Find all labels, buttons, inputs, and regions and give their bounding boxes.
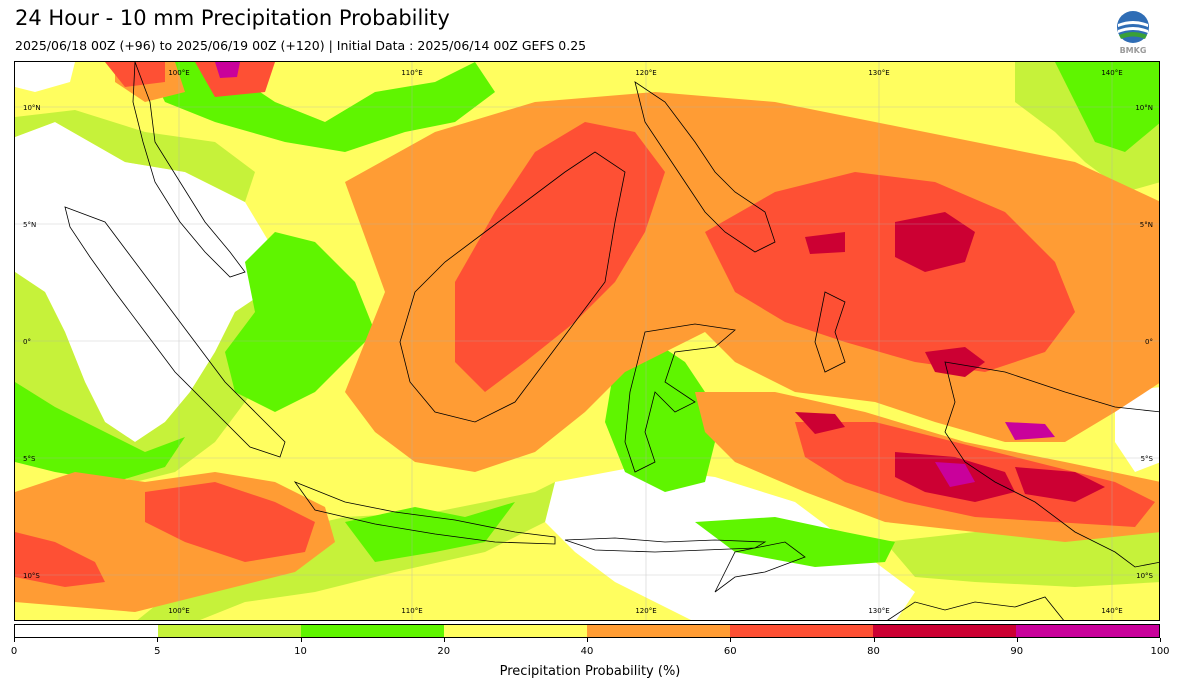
lon-label-top-100: 100°E — [168, 69, 189, 77]
coast-sumatra — [64, 206, 286, 458]
prob-10-20-sumatra-w — [15, 382, 185, 482]
lat-label-left-0: 0° — [23, 338, 31, 346]
lon-label-bottom-130: 130°E — [868, 607, 889, 615]
colorbar-tick-mark — [300, 638, 302, 642]
lat-label-right-5s: 5°S — [1141, 455, 1154, 463]
colorbar-segment — [587, 625, 730, 637]
coast-nusa-tenggara — [564, 537, 767, 553]
lon-label-top-110: 110°E — [401, 69, 422, 77]
colorbar-label: Precipitation Probability (%) — [499, 664, 681, 679]
colorbar — [14, 624, 1160, 638]
bmkg-logo: BMKG — [1112, 10, 1154, 56]
colorbar-segment — [730, 625, 873, 637]
prob-60-80-w — [15, 532, 105, 587]
lat-label-right-0: 0° — [1145, 338, 1153, 346]
lat-label-left-5n: 5°N — [23, 221, 36, 229]
lat-label-left-10s: 10°S — [23, 572, 40, 580]
lon-label-bottom-100: 100°E — [168, 607, 189, 615]
prob-10-20-sumatra-e — [225, 232, 375, 412]
coast-philippines — [634, 81, 776, 253]
colorbar-tick-label: 20 — [437, 646, 451, 657]
chart-subtitle: 2025/06/18 00Z (+96) to 2025/06/19 00Z (… — [15, 38, 587, 53]
prob-10-20-nusa — [695, 517, 895, 567]
colorbar-tick-label: 0 — [10, 646, 18, 657]
logo-text: BMKG — [1120, 46, 1147, 55]
colorbar-tick-mark — [157, 638, 159, 642]
prob-90-100-nw — [215, 62, 240, 78]
prob-60-80-pacific — [705, 172, 1075, 372]
prob-80-90-papua — [925, 347, 985, 377]
colorbar-tick-mark — [873, 638, 875, 642]
prob-80-90-arafura — [1015, 467, 1105, 502]
colorbar-tick-label: 90 — [1010, 646, 1024, 657]
prob-60-80-borneo — [455, 122, 665, 392]
coast-sulawesi — [624, 323, 736, 473]
colorbar-tick-mark — [1160, 638, 1161, 642]
coast-halmahera — [814, 291, 846, 373]
colorbar-segment — [1016, 625, 1159, 637]
colorbar-segment — [15, 625, 158, 637]
colorbar-tick-mark — [1016, 638, 1018, 642]
lon-label-top-140: 140°E — [1101, 69, 1122, 77]
colorbar-tick-label: 80 — [867, 646, 880, 657]
prob-10-20-sulawesi — [605, 342, 715, 492]
map-svg: 100°E 110°E 120°E 130°E 140°E 100°E 110°… — [15, 62, 1159, 620]
colorbar-segment — [301, 625, 444, 637]
prob-5-10-north — [15, 110, 255, 202]
colorbar-tick-label: 100 — [1150, 646, 1170, 657]
colorbar-segment — [158, 625, 301, 637]
coast-papua — [944, 361, 1159, 568]
prob-60-80-nw — [105, 62, 165, 87]
prob-90-100-aru — [935, 462, 975, 487]
colorbar-segment — [444, 625, 587, 637]
colorbar-tick-mark — [587, 638, 588, 642]
prob-80-90-pacific-w — [805, 232, 845, 254]
colorbar-tick-mark — [730, 638, 732, 642]
lon-label-top-130: 130°E — [868, 69, 889, 77]
coast-malay-peninsula — [132, 62, 246, 278]
colorbar-tick-label: 5 — [154, 646, 161, 657]
lat-label-right-10n: 10°N — [1135, 104, 1153, 112]
prob-60-80-n — [195, 62, 275, 97]
chart-title: 24 Hour - 10 mm Precipitation Probabilit… — [15, 6, 450, 30]
colorbar-tick-label: 40 — [580, 646, 594, 657]
colorbar-tick-label: 10 — [294, 646, 307, 657]
lon-label-bottom-110: 110°E — [401, 607, 422, 615]
prob-60-80-sw — [145, 482, 315, 562]
prob-80-90-seram — [795, 412, 845, 434]
coast-timor — [714, 541, 806, 593]
prob-0-5-nw-corner — [15, 62, 75, 92]
coast-borneo — [399, 151, 626, 423]
colorbar-tick-label: 60 — [723, 646, 737, 657]
prob-80-90-pacific — [895, 212, 975, 272]
gridlines — [15, 62, 1159, 620]
colorbar-tick-mark — [14, 638, 15, 642]
prob-10-20-java-sea — [345, 502, 515, 562]
prob-0-5-sumatra — [15, 122, 275, 442]
lat-label-right-10s: 10°S — [1136, 572, 1153, 580]
coastlines — [64, 62, 1159, 620]
lon-label-bottom-120: 120°E — [635, 607, 656, 615]
lon-label-bottom-140: 140°E — [1101, 607, 1122, 615]
colorbar-tick-mark — [443, 638, 445, 642]
lat-label-right-5n: 5°N — [1140, 221, 1153, 229]
coast-java — [293, 481, 556, 545]
lat-label-left-10n: 10°N — [23, 104, 41, 112]
lon-label-top-120: 120°E — [635, 69, 656, 77]
precipitation-map: 100°E 110°E 120°E 130°E 140°E 100°E 110°… — [14, 61, 1160, 621]
coast-australia-n — [887, 596, 1064, 620]
prob-90-100-papua — [1005, 422, 1055, 440]
colorbar-segment — [873, 625, 1016, 637]
lat-label-left-5s: 5°S — [23, 455, 36, 463]
